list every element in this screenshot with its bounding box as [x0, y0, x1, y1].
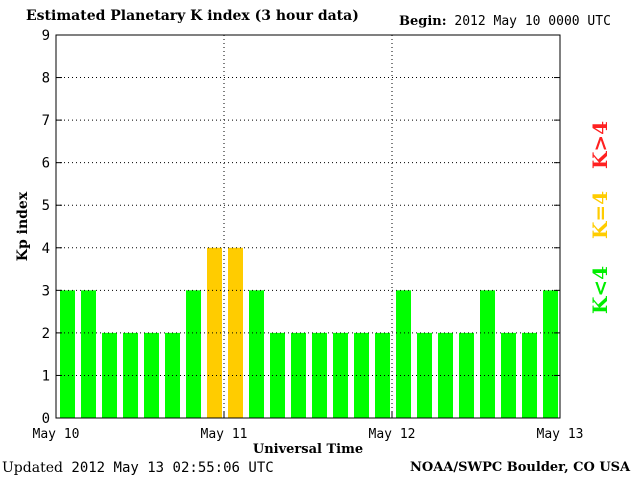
kp-bar — [291, 332, 306, 418]
chart-title: Estimated Planetary K index (3 hour data… — [26, 8, 359, 24]
kp-bar — [375, 332, 390, 418]
kp-bar — [249, 290, 264, 418]
begin-label: Begin: — [399, 14, 447, 29]
y-tick-label: 9 — [42, 28, 50, 44]
y-tick-label: 2 — [42, 326, 50, 342]
legend-entry: K=4 — [588, 191, 612, 239]
kp-bar — [228, 247, 243, 418]
begin-date: Begin: 2012 May 10 0000 UTC — [399, 14, 611, 29]
y-tick-label: 7 — [42, 113, 50, 129]
kp-bar — [102, 332, 117, 418]
kp-bar — [123, 332, 138, 418]
kp-bar — [144, 332, 159, 418]
x-axis-label: Universal Time — [253, 442, 363, 457]
x-tick-label: May 13 — [537, 427, 584, 442]
kp-bar — [438, 332, 453, 418]
y-tick-label: 0 — [42, 411, 50, 427]
kp-bar — [186, 290, 201, 418]
kp-bar — [207, 247, 222, 418]
kp-bar — [459, 332, 474, 418]
source-credit: NOAA/SWPC Boulder, CO USA — [410, 460, 631, 475]
legend-entry: K<4 — [588, 266, 612, 314]
x-tick-label: May 11 — [201, 427, 248, 442]
kp-bar — [60, 290, 75, 418]
updated-label: Updated — [2, 460, 63, 476]
updated-value: 2012 May 13 02:55:06 UTC — [71, 460, 274, 476]
kp-bar — [354, 332, 369, 418]
y-tick-label: 6 — [42, 156, 50, 172]
kp-bar — [480, 290, 495, 418]
updated-timestamp: Updated 2012 May 13 02:55:06 UTC — [2, 460, 274, 476]
kp-bar — [396, 290, 411, 418]
begin-value: 2012 May 10 0000 UTC — [454, 14, 611, 29]
kp-bar — [543, 290, 558, 418]
kp-bar — [81, 290, 96, 418]
y-tick-label: 5 — [42, 198, 50, 214]
y-tick-label: 8 — [42, 71, 50, 87]
y-tick-label: 1 — [42, 368, 50, 384]
kp-bar — [522, 332, 537, 418]
kp-bar — [270, 332, 285, 418]
kp-bar — [312, 332, 327, 418]
x-tick-label: May 12 — [369, 427, 416, 442]
y-tick-label: 4 — [42, 241, 50, 257]
legend-entry: K>4 — [588, 121, 612, 169]
x-tick-label: May 10 — [33, 427, 80, 442]
plot-frame — [55, 34, 561, 419]
y-tick-label: 3 — [42, 283, 50, 299]
y-axis-label: Kp index — [15, 191, 31, 261]
